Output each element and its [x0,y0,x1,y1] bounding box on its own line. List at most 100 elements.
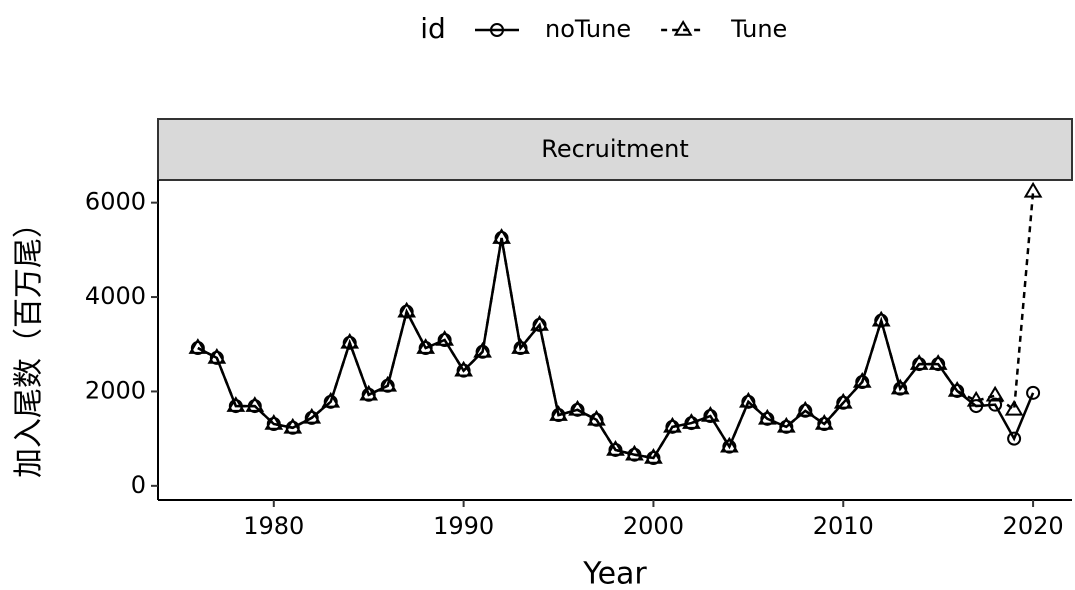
point [302,407,322,424]
point [1026,385,1041,400]
point [188,338,208,354]
point [985,385,1005,402]
y-tick-label: 4000 [85,282,146,310]
point [817,417,832,432]
point [473,341,492,358]
point [760,411,775,426]
point [378,375,398,392]
point [245,396,265,412]
point [663,416,682,433]
facet-strip [157,118,1073,181]
point [209,350,224,365]
legend-marker [490,23,504,37]
point [741,394,756,409]
point [928,354,948,370]
point [795,400,815,417]
point [190,341,205,356]
point [1007,431,1022,446]
point [625,444,644,461]
point [264,414,284,430]
series-line [197,191,1035,460]
point [644,448,663,464]
point [589,412,604,427]
point [814,414,834,430]
point [720,436,739,453]
point [530,314,549,331]
y-tick-label: 2000 [85,376,146,404]
point [437,333,452,347]
point [722,439,737,454]
point [570,402,585,417]
legend-title: id [420,12,446,45]
point [399,304,414,319]
point [608,442,623,457]
point [988,397,1003,412]
point [738,391,758,408]
point [454,360,473,377]
point [912,357,927,372]
point [776,416,796,433]
point [513,341,528,356]
x-tick-label: 2000 [623,512,684,540]
point [665,419,680,434]
point [947,381,967,397]
y-tick-label: 6000 [85,188,146,216]
point [380,378,395,393]
point [893,381,908,396]
point [950,383,965,398]
point [757,408,777,425]
point [340,332,360,349]
y-tick-label: 0 [131,471,146,499]
legend-label: noTune [545,15,631,43]
point [551,408,566,423]
point [779,419,794,434]
legend-marker [673,20,693,36]
x-tick-label: 2020 [1003,512,1064,540]
point [361,387,376,402]
point [492,228,511,244]
point [606,440,625,456]
point [321,391,341,408]
point [418,341,433,356]
x-tick-label: 2010 [813,512,874,540]
point [283,417,303,434]
point [285,420,300,435]
point [511,338,530,354]
point [874,313,889,328]
facet-label: Recruitment [541,135,688,163]
point [207,347,227,364]
point [627,447,642,462]
x-tick-label: 1990 [433,512,494,540]
point [568,399,587,416]
x-axis-title: Year [582,557,647,590]
point [798,403,813,418]
point [701,406,720,422]
point [587,409,606,426]
point [966,390,986,407]
point [359,384,379,401]
point [323,394,338,409]
point [226,396,246,412]
legend-label: Tune [730,15,787,43]
point [416,338,436,354]
point [549,405,568,421]
point [435,330,454,346]
point [1023,181,1043,198]
point [871,310,891,327]
point [833,392,853,409]
point [682,413,701,429]
point [1004,399,1024,416]
series-line [197,237,1035,460]
point [397,301,417,318]
point [703,408,718,423]
point [304,410,319,425]
point [890,378,910,395]
point [456,363,471,378]
point [247,399,262,414]
point [852,372,872,388]
point [909,354,929,370]
point [836,395,851,410]
point [342,335,357,350]
x-tick-label: 1980 [243,512,304,540]
